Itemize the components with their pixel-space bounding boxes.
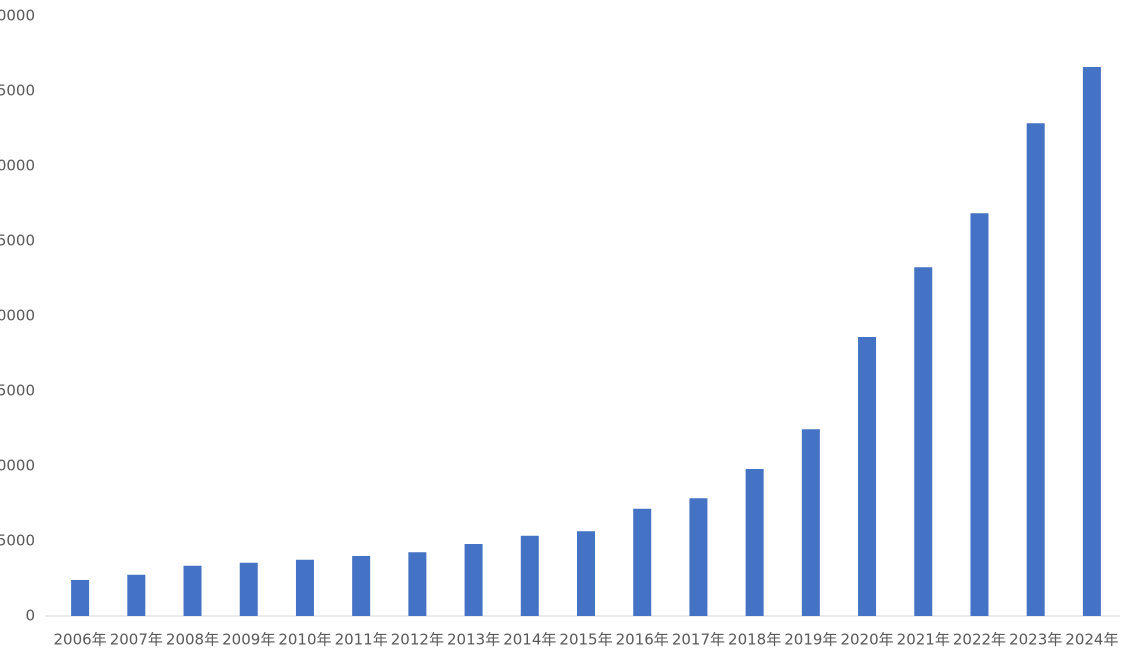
bar bbox=[970, 213, 989, 616]
x-tick-label: 2016年 bbox=[616, 631, 669, 649]
bar bbox=[183, 565, 202, 616]
x-tick-label: 2012年 bbox=[391, 631, 444, 649]
x-tick-label: 2007年 bbox=[110, 631, 163, 649]
bar bbox=[71, 580, 90, 616]
bar bbox=[914, 267, 933, 616]
bar bbox=[239, 562, 258, 616]
x-tick-label: 2017年 bbox=[672, 631, 725, 649]
y-tick-label: 15000 bbox=[0, 382, 35, 400]
bar bbox=[577, 531, 595, 616]
y-tick-label: 20000 bbox=[0, 307, 35, 325]
bar bbox=[801, 429, 820, 616]
x-tick-label: 2006年 bbox=[54, 631, 107, 649]
x-tick-label: 2009年 bbox=[222, 631, 275, 649]
x-tick-label: 2019年 bbox=[784, 631, 837, 649]
bar bbox=[408, 552, 427, 616]
bar bbox=[858, 337, 877, 616]
y-tick-label: 30000 bbox=[0, 157, 35, 175]
y-tick-label: 40000 bbox=[0, 7, 35, 25]
x-tick-label: 2013年 bbox=[447, 631, 500, 649]
x-tick-label: 2020年 bbox=[840, 631, 893, 649]
bar bbox=[1082, 67, 1101, 616]
bar bbox=[295, 559, 314, 616]
y-tick-label: 35000 bbox=[0, 82, 35, 100]
bar bbox=[745, 469, 764, 616]
y-tick-label: 5000 bbox=[0, 532, 35, 550]
x-tick-label: 2021年 bbox=[897, 631, 950, 649]
x-tick-label: 2022年 bbox=[953, 631, 1006, 649]
x-tick-label: 2018年 bbox=[728, 631, 781, 649]
y-tick-label: 0 bbox=[25, 607, 35, 625]
y-tick-label: 10000 bbox=[0, 457, 35, 475]
x-tick-label: 2015年 bbox=[559, 631, 612, 649]
bar bbox=[464, 544, 483, 616]
bar bbox=[633, 508, 652, 616]
bar bbox=[689, 498, 708, 616]
x-tick-label: 2011年 bbox=[335, 631, 388, 649]
bar bbox=[1026, 123, 1045, 616]
x-tick-label: 2023年 bbox=[1009, 631, 1062, 649]
x-tick-label: 2024年 bbox=[1065, 631, 1118, 649]
bar bbox=[520, 535, 539, 616]
bar bbox=[352, 556, 371, 616]
x-tick-label: 2014年 bbox=[503, 631, 556, 649]
x-tick-label: 2008年 bbox=[166, 631, 219, 649]
bar bbox=[127, 574, 146, 616]
x-tick-label: 2010年 bbox=[278, 631, 331, 649]
y-tick-label: 25000 bbox=[0, 232, 35, 250]
